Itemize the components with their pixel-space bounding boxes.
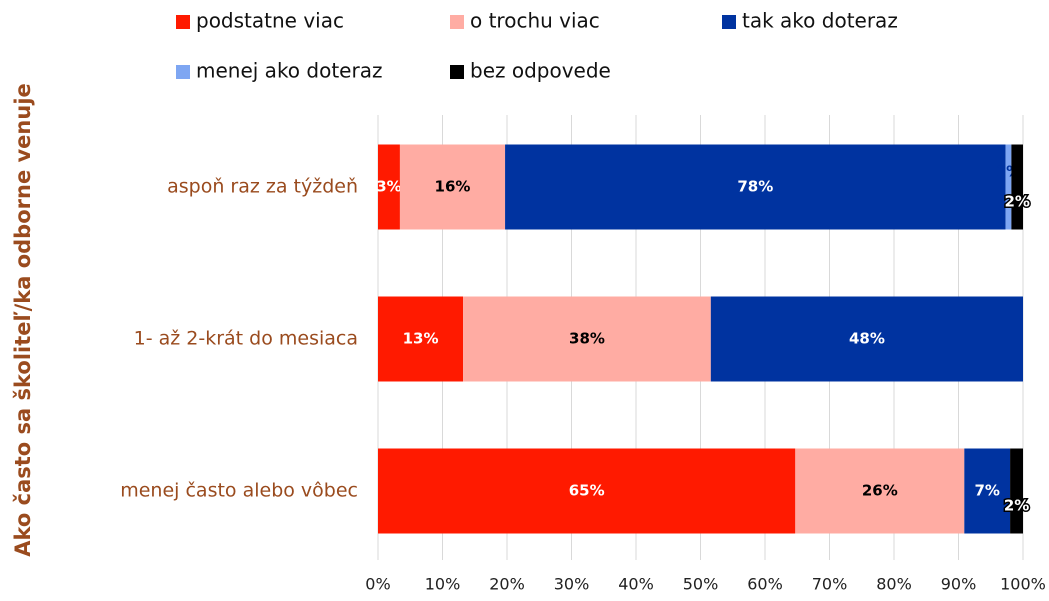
bar-segment xyxy=(463,296,711,382)
value-label: 16% xyxy=(435,178,471,196)
x-tick-label: 90% xyxy=(941,575,977,594)
legend-label: o trochu viac xyxy=(470,9,600,33)
legend-label: tak ako doteraz xyxy=(742,9,898,33)
y-axis-title: Ako často sa školiteľ/ka odborne venuje xyxy=(11,83,35,557)
legend-swatch xyxy=(450,65,464,79)
legend-swatch xyxy=(450,15,464,29)
bar-segment xyxy=(964,448,1011,534)
y-tick-label: menej často alebo vôbec xyxy=(120,480,358,502)
value-label: 65% xyxy=(569,482,605,500)
legend-swatch xyxy=(722,15,736,29)
x-tick-label: 100% xyxy=(1000,575,1046,594)
value-label: 78% xyxy=(737,178,773,196)
bar-segment xyxy=(505,144,1006,230)
value-label: 2% xyxy=(1004,497,1029,515)
value-label: 7% xyxy=(974,482,999,500)
x-tick-label: 30% xyxy=(554,575,590,594)
x-tick-label: 80% xyxy=(876,575,912,594)
x-tick-label: 0% xyxy=(365,575,390,594)
value-label: 26% xyxy=(862,482,898,500)
value-label: 48% xyxy=(849,330,885,348)
value-label: 13% xyxy=(403,330,439,348)
bar-segment xyxy=(710,296,1023,382)
bar-segment xyxy=(378,296,464,382)
legend-swatch xyxy=(176,65,190,79)
y-tick-label: 1- až 2-krát do mesiaca xyxy=(134,328,358,350)
x-tick-label: 50% xyxy=(683,575,719,594)
value-label: 3% xyxy=(376,178,401,196)
legend-label: bez odpovede xyxy=(470,59,611,83)
x-tick-label: 40% xyxy=(618,575,654,594)
bar-segment xyxy=(1010,448,1023,534)
y-tick-label: aspoň raz za týždeň xyxy=(167,176,358,198)
bar-segment xyxy=(1005,144,1012,230)
bar-segment xyxy=(399,144,506,230)
bar-segment xyxy=(378,448,796,534)
legend-label: menej ako doteraz xyxy=(196,59,382,83)
x-tick-label: 20% xyxy=(489,575,525,594)
x-tick-label: 10% xyxy=(425,575,461,594)
legend-label: podstatne viac xyxy=(196,9,344,33)
bar-segment xyxy=(795,448,965,534)
bar-segment xyxy=(1011,144,1023,230)
x-tick-label: 60% xyxy=(747,575,783,594)
value-label: 38% xyxy=(569,330,605,348)
x-tick-label: 70% xyxy=(812,575,848,594)
bar-segment xyxy=(378,144,400,230)
legend-swatch xyxy=(176,15,190,29)
value-label: 2% xyxy=(1004,193,1029,211)
